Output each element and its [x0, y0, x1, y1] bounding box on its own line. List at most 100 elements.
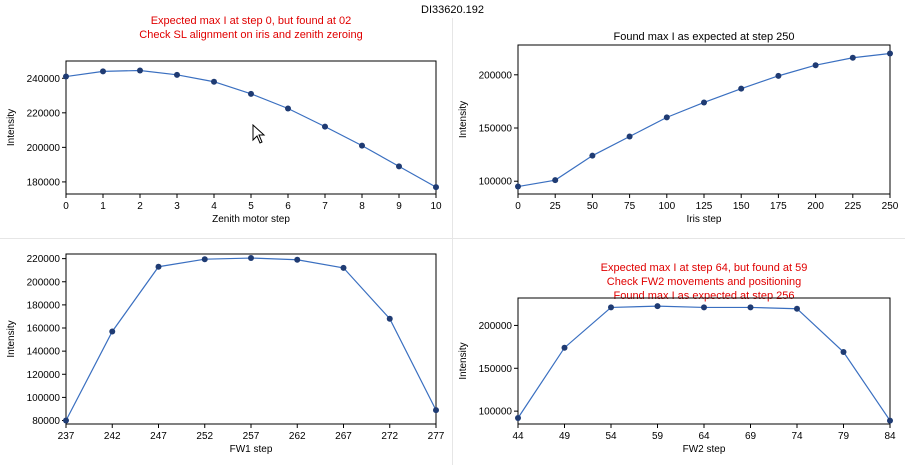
panel-divider-horizontal	[0, 238, 905, 239]
y-tick-label: 200000	[479, 321, 513, 332]
data-point	[174, 71, 180, 78]
data-point	[626, 133, 633, 140]
x-tick-label: 0	[515, 201, 521, 212]
x-tick-label: 125	[696, 201, 713, 212]
x-tick-label: 25	[550, 201, 562, 212]
data-point	[840, 349, 847, 355]
x-axis-label: Iris step	[686, 214, 721, 225]
data-point	[201, 256, 208, 263]
data-point	[812, 62, 819, 69]
chart-title-line: Check SL alignment on iris and zenith ze…	[139, 29, 362, 41]
x-tick-label: 0	[63, 201, 69, 212]
x-tick-label: 64	[698, 431, 710, 442]
data-point	[285, 105, 291, 112]
y-tick-label: 180000	[27, 300, 61, 311]
window-title: DI33620.192	[421, 4, 484, 16]
x-tick-label: 267	[335, 431, 352, 442]
data-point	[608, 304, 614, 311]
y-tick-label: 100000	[479, 177, 513, 188]
data-point	[515, 183, 521, 190]
data-point	[248, 255, 254, 262]
chart-title-line: Expected max I at step 64, but found at …	[601, 262, 808, 274]
chart-title-line: Found max I as expected at step 256	[613, 290, 794, 302]
x-tick-label: 74	[791, 431, 803, 442]
y-tick-label: 100000	[27, 393, 61, 404]
data-point	[515, 415, 521, 421]
data-point	[109, 328, 116, 335]
x-tick-label: 49	[559, 431, 571, 442]
mouse-pointer-icon	[252, 124, 266, 144]
data-point	[137, 67, 143, 74]
y-tick-label: 150000	[479, 124, 513, 135]
data-point	[433, 184, 439, 191]
x-tick-label: 150	[733, 201, 750, 212]
x-tick-label: 242	[104, 431, 121, 442]
data-point	[701, 304, 707, 311]
y-tick-label: 80000	[32, 416, 60, 427]
data-point	[155, 263, 162, 270]
y-tick-label: 200000	[27, 277, 61, 288]
data-point	[561, 344, 568, 351]
data-point	[747, 304, 754, 311]
data-point	[663, 114, 670, 121]
y-tick-label: 220000	[27, 108, 61, 119]
y-axis-label: Intensity	[6, 109, 17, 146]
data-point	[248, 90, 254, 97]
y-axis-label: Intensity	[6, 320, 17, 357]
data-point	[340, 264, 347, 271]
data-point	[100, 68, 106, 75]
data-point	[396, 163, 402, 170]
x-tick-label: 75	[624, 201, 636, 212]
x-tick-label: 262	[289, 431, 306, 442]
x-tick-label: 8	[359, 201, 365, 212]
y-tick-label: 140000	[27, 347, 61, 358]
y-tick-label: 220000	[27, 254, 61, 265]
data-point	[294, 256, 301, 263]
data-point	[775, 72, 782, 79]
x-tick-label: 54	[605, 431, 617, 442]
y-tick-label: 150000	[479, 364, 513, 375]
x-tick-label: 44	[512, 431, 524, 442]
x-axis-label: Zenith motor step	[212, 214, 290, 225]
y-axis-label: Intensity	[458, 101, 469, 138]
data-point	[322, 123, 328, 130]
data-point	[794, 305, 800, 312]
chart-title-line: Expected max I at step 0, but found at 0…	[151, 15, 352, 27]
data-point	[433, 407, 439, 414]
y-tick-label: 120000	[27, 370, 61, 381]
x-tick-label: 10	[430, 201, 442, 212]
data-point	[386, 315, 393, 322]
data-point	[63, 417, 69, 424]
x-tick-label: 2	[137, 201, 143, 212]
series-line	[517, 305, 891, 421]
x-tick-label: 50	[587, 201, 599, 212]
x-tick-label: 59	[652, 431, 664, 442]
y-tick-label: 200000	[27, 143, 61, 154]
data-point	[887, 417, 893, 424]
x-tick-label: 252	[196, 431, 213, 442]
y-axis-label: Intensity	[458, 342, 469, 379]
data-point	[701, 99, 707, 106]
x-tick-label: 6	[285, 201, 291, 212]
x-axis-label: FW2 step	[683, 444, 726, 455]
x-tick-label: 79	[838, 431, 850, 442]
data-point	[589, 152, 596, 159]
data-point	[359, 142, 365, 149]
x-tick-label: 237	[58, 431, 75, 442]
data-point	[63, 73, 69, 80]
x-tick-label: 257	[243, 431, 260, 442]
y-tick-label: 100000	[479, 407, 513, 418]
x-axis-label: FW1 step	[230, 444, 273, 455]
x-tick-label: 5	[248, 201, 254, 212]
x-tick-label: 247	[150, 431, 167, 442]
x-tick-label: 3	[174, 201, 180, 212]
data-point	[849, 54, 856, 61]
x-tick-label: 69	[745, 431, 757, 442]
chart-title-line: Found max I as expected at step 250	[613, 31, 794, 43]
x-tick-label: 100	[658, 201, 675, 212]
x-tick-label: 200	[807, 201, 824, 212]
